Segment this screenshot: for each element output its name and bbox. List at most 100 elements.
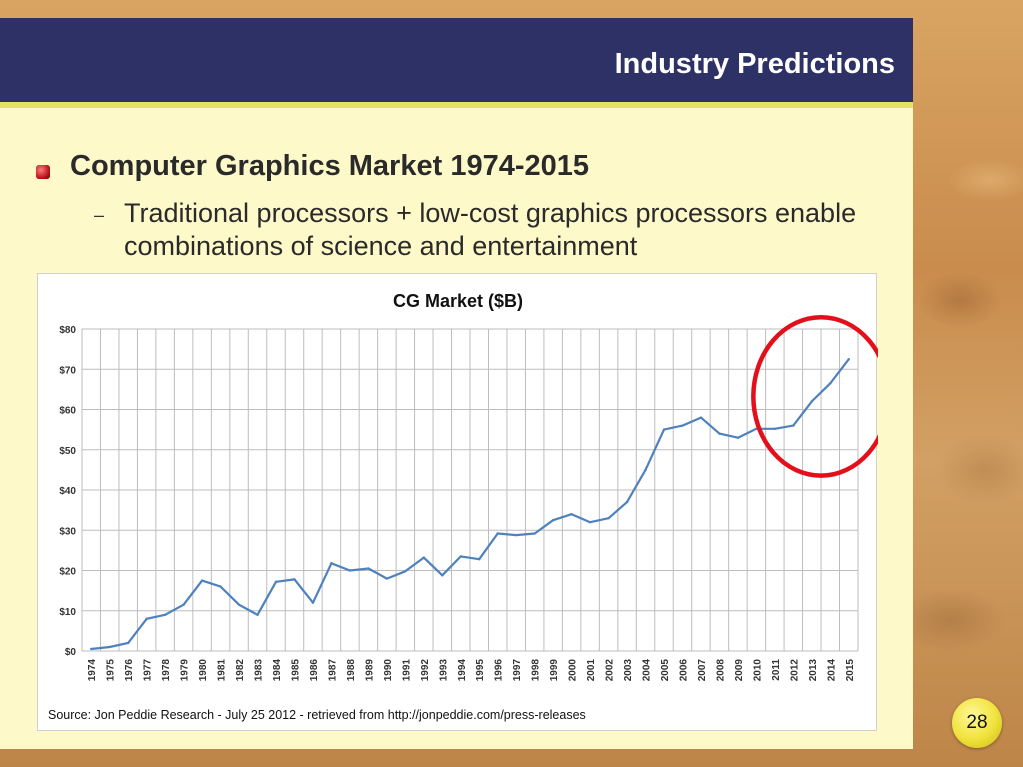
x-tick-label: 2000 bbox=[568, 659, 579, 682]
x-tick-label: 1987 bbox=[327, 659, 338, 682]
slide-title: Industry Predictions bbox=[614, 48, 895, 80]
data-point bbox=[662, 428, 666, 431]
x-tick-label: 2012 bbox=[789, 659, 800, 682]
x-tick-label: 1993 bbox=[438, 659, 449, 682]
x-tick-label: 1977 bbox=[143, 659, 154, 682]
data-point bbox=[792, 424, 795, 427]
data-point bbox=[588, 521, 592, 524]
title-bar: Industry Predictions bbox=[0, 18, 913, 108]
x-tick-label: 1989 bbox=[364, 659, 375, 682]
y-tick-label: $70 bbox=[59, 365, 76, 376]
y-tick-label: $40 bbox=[59, 486, 76, 497]
highlight-ellipse bbox=[751, 314, 878, 478]
x-tick-label: 2011 bbox=[771, 659, 782, 681]
x-tick-label: 1992 bbox=[420, 659, 431, 682]
x-tick-label: 2009 bbox=[734, 659, 745, 682]
x-tick-label: 2013 bbox=[808, 659, 819, 682]
y-tick-label: $50 bbox=[59, 446, 76, 457]
data-point bbox=[90, 647, 93, 651]
data-point bbox=[607, 516, 610, 520]
data-point bbox=[219, 585, 222, 588]
chart-image: CG Market ($B) $0 $10 $20 $30 $40 $50 $60 $70 $8… bbox=[37, 273, 878, 731]
chart-title: CG Market ($B) bbox=[393, 291, 523, 311]
x-tick-label: 1996 bbox=[494, 659, 505, 682]
data-point bbox=[293, 578, 296, 581]
data-point bbox=[237, 603, 241, 606]
source-caption: Source: Jon Peddie Research - July 25 20… bbox=[48, 708, 586, 722]
x-tick-label: 1994 bbox=[457, 659, 468, 682]
data-point bbox=[570, 512, 573, 516]
x-tick-label: 2015 bbox=[845, 659, 856, 682]
x-tick-label: 1980 bbox=[198, 659, 209, 682]
data-point bbox=[514, 533, 518, 537]
x-tick-label: 1976 bbox=[124, 659, 135, 682]
data-point bbox=[478, 558, 481, 561]
y-tick-label: $80 bbox=[59, 325, 76, 336]
x-tick-label: 2014 bbox=[826, 659, 837, 682]
sub-bullet-dash: – bbox=[94, 205, 105, 225]
data-point bbox=[681, 424, 684, 427]
data-point bbox=[459, 555, 462, 558]
data-point bbox=[126, 641, 130, 645]
data-point bbox=[385, 577, 389, 580]
y-tick-label: $0 bbox=[65, 647, 77, 658]
axis-label-layer: $0 $10 $20 $30 $40 $50 $60 $70 $80 1974 1975 1976 19… bbox=[59, 325, 855, 681]
page-number-badge: 28 bbox=[952, 698, 1002, 748]
data-point bbox=[108, 645, 111, 649]
x-tick-label: 1985 bbox=[290, 659, 301, 682]
data-point bbox=[736, 436, 740, 439]
bullet-heading: Computer Graphics Market 1974-2015 bbox=[70, 150, 589, 182]
cg-market-chart: CG Market ($B) $0 $10 $20 $30 $40 $50 $60 $70 $8… bbox=[59, 291, 878, 681]
data-point bbox=[551, 518, 555, 522]
x-tick-label: 1983 bbox=[254, 659, 265, 682]
x-tick-label: 1974 bbox=[87, 659, 98, 682]
data-point bbox=[200, 579, 204, 582]
bullet-icon bbox=[36, 165, 50, 179]
x-tick-label: 1991 bbox=[401, 659, 412, 682]
data-point bbox=[644, 468, 647, 472]
x-tick-label: 2008 bbox=[715, 659, 726, 682]
series-layer bbox=[90, 314, 878, 651]
data-point bbox=[348, 569, 352, 572]
data-point bbox=[718, 432, 721, 435]
data-point bbox=[311, 601, 315, 604]
series-line bbox=[91, 358, 850, 651]
data-point bbox=[496, 532, 499, 535]
x-tick-label: 1995 bbox=[475, 659, 486, 682]
data-point bbox=[773, 427, 777, 431]
x-tick-label: 1986 bbox=[309, 659, 320, 682]
x-tick-label: 1988 bbox=[346, 659, 357, 682]
x-tick-label: 1990 bbox=[383, 659, 394, 682]
x-tick-label: 2006 bbox=[678, 659, 689, 682]
data-point bbox=[256, 613, 259, 616]
data-point bbox=[829, 382, 832, 385]
x-tick-label: 1982 bbox=[235, 659, 246, 682]
data-point bbox=[145, 617, 148, 620]
y-tick-label: $10 bbox=[59, 607, 76, 618]
sub-bullet-text: Traditional processors + low-cost graphi… bbox=[124, 198, 857, 261]
x-tick-label: 2001 bbox=[586, 659, 597, 682]
x-tick-label: 2002 bbox=[605, 659, 616, 682]
x-tick-label: 2003 bbox=[623, 659, 634, 682]
x-tick-label: 2005 bbox=[660, 659, 671, 682]
x-tick-label: 2004 bbox=[642, 659, 653, 682]
data-point bbox=[625, 500, 629, 504]
data-point bbox=[163, 613, 167, 616]
data-point bbox=[441, 574, 444, 577]
x-tick-label: 1998 bbox=[531, 659, 542, 682]
grid-layer bbox=[81, 328, 859, 652]
x-tick-label: 2007 bbox=[697, 659, 708, 682]
x-tick-label: 1981 bbox=[217, 659, 228, 682]
x-tick-label: 2010 bbox=[752, 659, 763, 682]
data-point bbox=[533, 532, 536, 535]
data-point bbox=[330, 562, 333, 565]
data-point bbox=[699, 416, 703, 419]
data-point bbox=[367, 567, 370, 570]
y-tick-label: $20 bbox=[59, 567, 76, 578]
y-tick-label: $60 bbox=[59, 406, 76, 417]
x-tick-label: 1984 bbox=[272, 659, 283, 682]
x-tick-label: 1997 bbox=[512, 659, 523, 682]
data-point bbox=[274, 580, 278, 583]
x-tick-label: 1978 bbox=[161, 659, 172, 682]
page-number: 28 bbox=[966, 712, 988, 733]
